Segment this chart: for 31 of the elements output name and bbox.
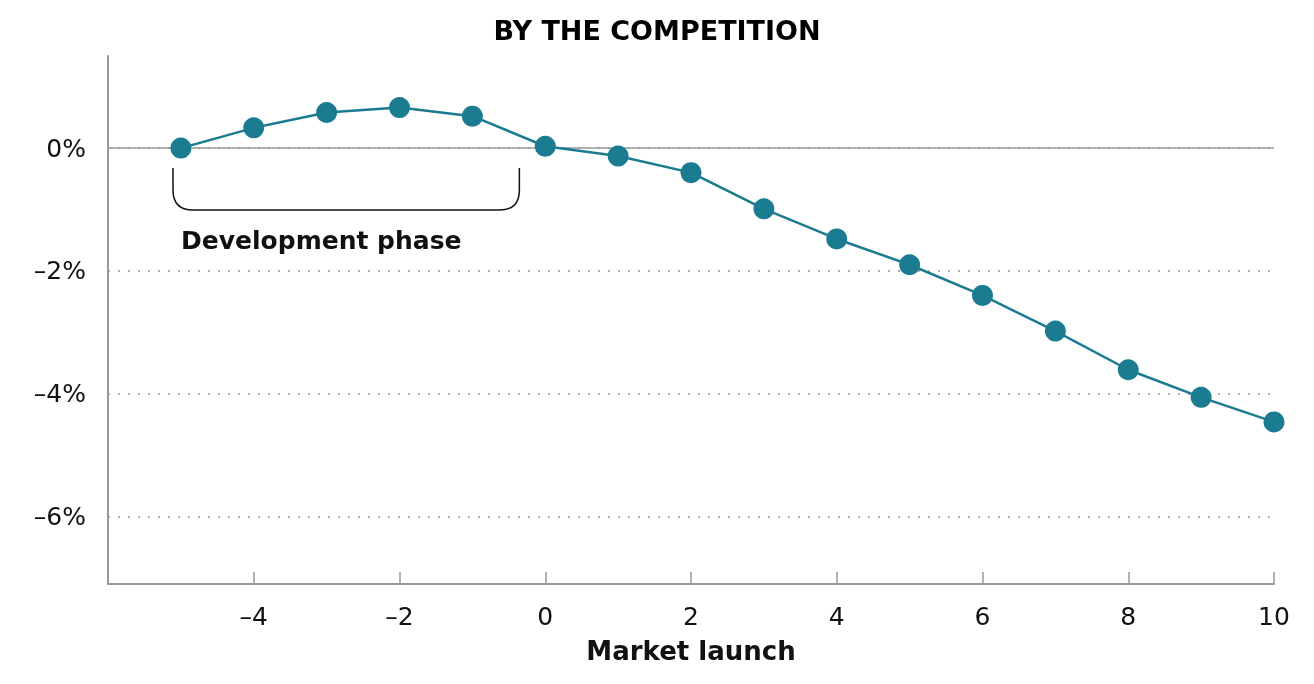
x-tick-label: –2 (385, 602, 414, 631)
x-tick-label: 10 (1258, 602, 1290, 631)
annotation: Development phase (181, 226, 462, 256)
x-tick-label: 4 (828, 602, 845, 631)
point (753, 198, 775, 220)
x-axis-title: Market launch (586, 636, 796, 666)
point (680, 162, 702, 184)
y-tick-label: –2% (33, 256, 86, 286)
point (461, 105, 483, 127)
point (243, 117, 265, 139)
x-tick-label: 8 (1120, 602, 1137, 631)
y-tick-label: –4% (33, 379, 86, 409)
x-tick-label: –4 (239, 602, 268, 631)
point (607, 145, 629, 167)
point (1117, 359, 1139, 381)
point (1044, 320, 1066, 342)
point (972, 284, 993, 306)
x-tick-label: 2 (683, 602, 699, 631)
x-tick-label: 6 (974, 602, 991, 631)
point (826, 228, 848, 250)
point (1263, 411, 1285, 433)
chart-title: BY THE COMPETITION (493, 15, 821, 46)
point (1190, 386, 1212, 408)
point (899, 254, 921, 276)
y-tick-label: –6% (33, 501, 86, 531)
point (170, 137, 192, 159)
y-tick-label: 0% (46, 133, 86, 163)
point (534, 135, 556, 157)
point (316, 101, 338, 123)
x-tick-label: 0 (537, 602, 554, 631)
point (389, 97, 410, 119)
